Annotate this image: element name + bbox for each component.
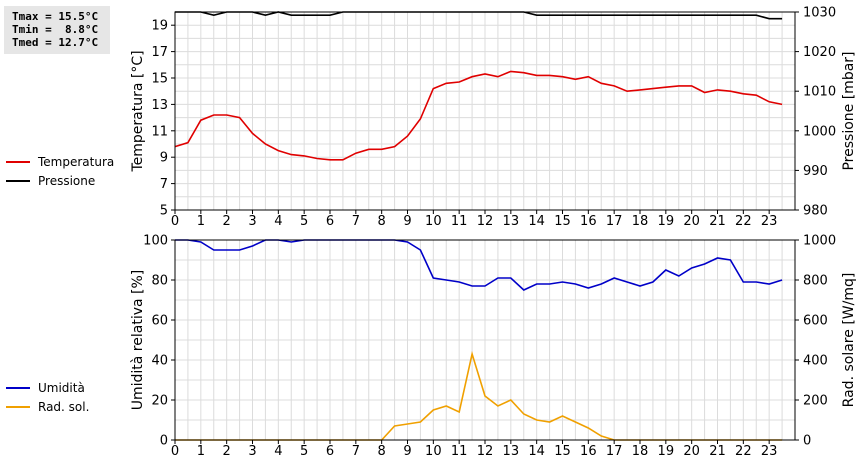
panel1-x-tick-label: 8 — [378, 214, 386, 229]
panel1-y2-tick-label: 1030 — [803, 6, 836, 21]
panel2-y-tick-label: 80 — [151, 274, 168, 289]
panel1-y2-tick-label: 1020 — [803, 45, 836, 60]
panel1-series-temperatura — [174, 70, 783, 161]
panel2-y2-tick-label: 400 — [803, 354, 828, 369]
panel1-x-tick-label: 7 — [352, 214, 360, 229]
panel2-x-tick-label: 1 — [197, 444, 205, 459]
panel2-y-tick-label: 20 — [151, 394, 168, 409]
panel2-x-tick-label: 5 — [300, 444, 308, 459]
panel1-x-tick-label: 19 — [658, 214, 675, 229]
panel2-x-tick-label: 16 — [580, 444, 597, 459]
panel2-x-tick-label: 17 — [606, 444, 623, 459]
legend-label-pressione: Pressione — [38, 173, 96, 188]
panel2-x-tick-label: 19 — [658, 444, 675, 459]
panel2-x-tick-label: 12 — [477, 444, 494, 459]
panel1-y-axis-label: Temperatura [°C] — [130, 50, 146, 172]
panel1-y-tick-label: 17 — [151, 45, 168, 60]
panel2-x-tick-label: 6 — [326, 444, 334, 459]
panel2-x-tick-label: 7 — [352, 444, 360, 459]
panel2-x-tick-label: 20 — [683, 444, 700, 459]
panel1-x-tick-label: 11 — [451, 214, 468, 229]
legend-swatch-temperatura — [6, 160, 30, 163]
panel2-x-tick-label: 9 — [403, 444, 411, 459]
legend-top: Temperatura Pressione — [6, 152, 114, 190]
legend-label-temperatura: Temperatura — [38, 154, 115, 169]
panel1-x-tick-label: 5 — [300, 214, 308, 229]
panel1-x-tick-label: 21 — [709, 214, 726, 229]
panel1-x-tick-label: 1 — [197, 214, 205, 229]
panel1-x-tick-label: 17 — [606, 214, 623, 229]
panel1-y2-tick-label: 980 — [803, 204, 828, 219]
panel1-y-tick-label: 5 — [160, 204, 168, 219]
panel1-x-tick-label: 10 — [425, 214, 442, 229]
panel2-x-tick-label: 15 — [554, 444, 571, 459]
panel2-x-tick-label: 4 — [274, 444, 282, 459]
legend-item-umidita: Umidità — [6, 378, 89, 397]
panel2-y2-tick-label: 200 — [803, 394, 828, 409]
panel1-x-tick-label: 13 — [503, 214, 520, 229]
panel1-y-tick-label: 11 — [151, 124, 168, 139]
panel2-y2-tick-label: 600 — [803, 314, 828, 329]
panel1-x-tick-label: 23 — [761, 214, 778, 229]
panel2-y-tick-label: 40 — [151, 354, 168, 369]
panel1-x-tick-label: 15 — [554, 214, 571, 229]
panel1-x-tick-label: 14 — [528, 214, 545, 229]
panel2-y2-axis-label: Rad. solare [W/mq] — [841, 273, 857, 408]
panel2-x-tick-label: 21 — [709, 444, 726, 459]
stats-tmin: Tmin = 8.8°C — [12, 23, 99, 36]
panel1-x-tick-label: 4 — [274, 214, 282, 229]
panel1-y-tick-label: 13 — [151, 98, 168, 113]
panel2-x-tick-label: 10 — [425, 444, 442, 459]
panel2-x-tick-label: 11 — [451, 444, 468, 459]
legend-item-temperatura: Temperatura — [6, 152, 114, 171]
stats-tmed: Tmed = 12.7°C — [12, 36, 99, 49]
stats-box: Tmax = 15.5°C Tmin = 8.8°C Tmed = 12.7°C — [4, 6, 110, 54]
panel1-y-tick-label: 7 — [160, 177, 168, 192]
panel2-y2-tick-label: 800 — [803, 274, 828, 289]
panel2-x-tick-label: 23 — [761, 444, 778, 459]
panel2-y-axis-label: Umidità relativa [%] — [130, 270, 146, 411]
panel2-y2-tick-label: 1000 — [803, 234, 836, 249]
panel2-x-tick-label: 13 — [503, 444, 520, 459]
panel2-x-tick-label: 14 — [528, 444, 545, 459]
panel1-x-tick-label: 16 — [580, 214, 597, 229]
panel1-x-tick-label: 2 — [223, 214, 231, 229]
panel1-x-tick-label: 0 — [171, 214, 179, 229]
panel2-x-tick-label: 3 — [248, 444, 256, 459]
panel2-y-tick-label: 100 — [143, 234, 168, 249]
panel2-x-tick-label: 22 — [735, 444, 752, 459]
panel1-x-tick-label: 20 — [683, 214, 700, 229]
panel1-y-tick-label: 19 — [151, 19, 168, 34]
panel1-x-tick-label: 3 — [248, 214, 256, 229]
legend-swatch-umidita — [6, 386, 30, 389]
panel1-x-tick-label: 22 — [735, 214, 752, 229]
panel1-x-tick-label: 9 — [403, 214, 411, 229]
panel2-y-tick-label: 60 — [151, 314, 168, 329]
panel1-x-tick-label: 12 — [477, 214, 494, 229]
legend-item-pressione: Pressione — [6, 171, 114, 190]
stats-tmax: Tmax = 15.5°C — [12, 10, 99, 23]
panel1-y2-tick-label: 1010 — [803, 85, 836, 100]
legend-swatch-pressione — [6, 179, 30, 182]
panel2-y-tick-label: 0 — [160, 434, 168, 449]
panel2-x-tick-label: 2 — [223, 444, 231, 459]
panel1-y2-tick-label: 990 — [803, 164, 828, 179]
legend-bottom: Umidità Rad. sol. — [6, 378, 89, 416]
panel2-x-tick-label: 0 — [171, 444, 179, 459]
panel1-y-tick-label: 9 — [160, 151, 168, 166]
panel2-x-tick-label: 8 — [378, 444, 386, 459]
panel1-y2-axis-label: Pressione [mbar] — [841, 51, 857, 170]
panel1-x-tick-label: 18 — [632, 214, 649, 229]
legend-label-umidita: Umidità — [38, 380, 85, 395]
panel1-y-tick-label: 15 — [151, 72, 168, 87]
panel1-x-tick-label: 6 — [326, 214, 334, 229]
panel1-y2-tick-label: 1000 — [803, 124, 836, 139]
legend-item-rad-sol: Rad. sol. — [6, 397, 89, 416]
panel2-x-tick-label: 18 — [632, 444, 649, 459]
legend-swatch-rad-sol — [6, 405, 30, 408]
legend-label-rad-sol: Rad. sol. — [38, 399, 90, 414]
panel2-y2-tick-label: 0 — [803, 434, 811, 449]
